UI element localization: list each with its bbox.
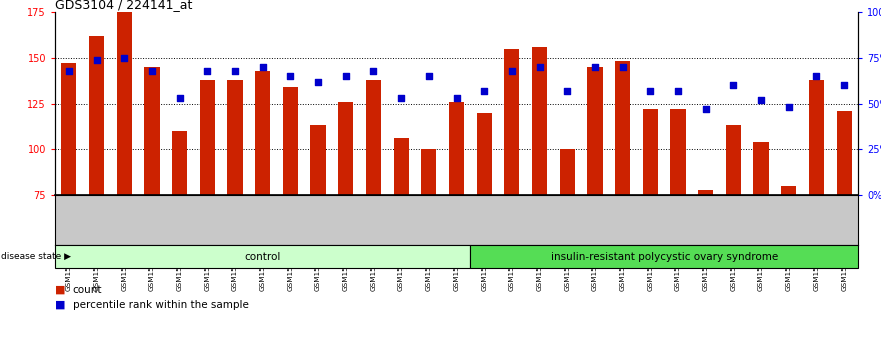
Bar (200, 80, 215, 195)
Bar (172, 131, 188, 195)
Point (228, 68, 242, 73)
Point (588, 64, 602, 70)
Bar (532, 47, 547, 195)
Text: ■: ■ (55, 285, 65, 295)
Point (394, 95, 408, 101)
Bar (698, 189, 714, 195)
Point (117, 55, 131, 61)
Bar (753, 142, 769, 195)
Point (837, 82, 851, 88)
Bar (559, 149, 575, 195)
Bar (643, 109, 658, 195)
Bar (726, 125, 741, 195)
Point (643, 88, 657, 93)
Bar (338, 102, 353, 195)
Bar (144, 67, 159, 195)
Bar (809, 80, 824, 195)
Bar (255, 70, 270, 195)
Point (505, 68, 519, 73)
Bar (477, 113, 492, 195)
Bar (470, 245, 858, 268)
Bar (781, 186, 796, 195)
Bar (227, 80, 242, 195)
Point (311, 79, 325, 84)
Bar (366, 80, 381, 195)
Text: control: control (245, 251, 281, 262)
Bar (615, 61, 630, 195)
Point (810, 73, 824, 79)
Point (671, 88, 685, 93)
Point (62, 68, 76, 73)
Point (284, 73, 298, 79)
Point (173, 95, 187, 101)
Bar (310, 125, 326, 195)
Point (532, 64, 546, 70)
Bar (837, 111, 852, 195)
Bar (89, 36, 104, 195)
Point (449, 95, 463, 101)
Text: disease state ▶: disease state ▶ (1, 252, 70, 261)
Text: GDS3104 / 224141_at: GDS3104 / 224141_at (55, 0, 192, 11)
Point (90, 57, 104, 62)
Point (200, 68, 214, 73)
Point (699, 106, 713, 112)
Point (478, 88, 492, 93)
Bar (670, 109, 685, 195)
Point (255, 64, 270, 70)
Text: count: count (72, 285, 102, 295)
Bar (116, 12, 132, 195)
Text: ■: ■ (55, 300, 65, 310)
Point (366, 68, 381, 73)
Text: insulin-resistant polycystic ovary syndrome: insulin-resistant polycystic ovary syndr… (551, 251, 778, 262)
Point (726, 82, 740, 88)
Point (144, 68, 159, 73)
Point (781, 104, 796, 110)
Point (754, 97, 768, 103)
Point (338, 73, 352, 79)
Bar (504, 48, 520, 195)
Point (560, 88, 574, 93)
Bar (394, 138, 409, 195)
Bar (421, 149, 436, 195)
Bar (588, 67, 603, 195)
Point (422, 73, 436, 79)
Text: percentile rank within the sample: percentile rank within the sample (72, 300, 248, 310)
Bar (62, 63, 77, 195)
Bar (55, 245, 470, 268)
Bar (449, 102, 464, 195)
Point (616, 64, 630, 70)
Bar (283, 87, 298, 195)
